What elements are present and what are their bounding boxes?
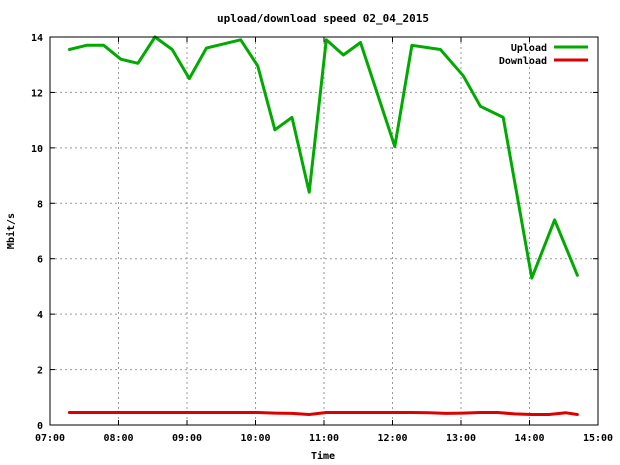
plot-frame [49,36,599,426]
y-axis-label: Mbit/s [5,213,17,249]
data-point-download [514,413,516,415]
series-line-download [67,411,579,416]
x-tick-label: 12:00 [377,433,407,444]
data-point-download [411,411,413,414]
data-point-download [274,412,276,414]
data-point-download [188,411,190,414]
data-point-download [85,411,88,414]
data-point-download [565,412,567,414]
data-point-upload [222,43,225,45]
data-point-download [257,411,259,414]
data-point-upload [342,54,344,56]
data-point-download [154,411,156,414]
data-point-upload [120,58,122,60]
legend: Upload Download [499,43,588,67]
data-point-download [240,411,242,414]
y-tick-label: 12 [31,88,43,99]
data-point-upload [291,116,293,118]
data-point-download [120,411,122,414]
data-point-upload [85,44,88,46]
data-point-download [531,413,533,416]
data-point-download [359,411,362,414]
data-point-upload [462,75,464,77]
data-point-upload [103,44,105,46]
data-point-download [137,411,139,414]
data-point-download [576,413,579,416]
data-point-upload [531,277,533,279]
data-point-download [445,412,447,414]
data-point-download [103,411,105,414]
data-point-download [205,411,207,414]
data-point-upload [188,78,190,80]
x-tick-label: 11:00 [309,433,339,444]
data-point-download [462,412,464,414]
x-tick-label: 14:00 [514,433,544,444]
tick-layer: 07:00 08:00 09:00 10:00 11:00 12:00 13:00 14:00… [31,33,613,444]
x-axis-label: Time [311,450,335,462]
y-tick-label: 0 [37,421,43,432]
data-point-upload [554,219,556,221]
data-point-upload [308,191,310,193]
data-point-download [342,411,344,414]
data-point-upload [137,62,139,64]
chart-title: upload/download speed 02_04_2015 [217,12,429,25]
data-point-upload [274,129,276,131]
y-tick-label: 4 [37,310,43,321]
data-point-download [308,413,310,416]
x-tick-label: 15:00 [583,433,613,444]
data-point-download [377,411,379,414]
legend-label-download: Download [499,56,547,67]
data-point-upload [359,41,362,44]
data-point-upload [576,274,579,276]
data-point-download [171,411,173,414]
data-point-download [222,411,225,414]
x-tick-label: 13:00 [446,433,476,444]
x-tick-label: 07:00 [35,433,65,444]
data-point-upload [205,47,207,49]
data-point-download [479,411,481,414]
data-point-upload [68,48,70,51]
legend-label-upload: Upload [511,43,547,54]
x-tick-label: 10:00 [240,433,270,444]
y-tick-label: 10 [31,144,43,155]
x-tick-label: 08:00 [103,433,133,444]
y-tick-label: 8 [37,199,43,210]
y-tick-label: 2 [37,366,43,377]
data-point-upload [502,116,504,118]
data-point-upload [479,105,481,107]
y-tick-label: 6 [37,255,43,266]
data-point-download [291,412,293,414]
data-point-upload [411,44,413,46]
data-point-download [68,411,70,414]
data-point-download [325,411,327,414]
data-point-upload [240,39,242,41]
data-point-download [496,411,499,414]
data-point-download [428,412,430,414]
data-point-upload [257,65,259,67]
series-line-upload [67,35,579,280]
data-point-download [548,413,550,416]
data-point-download [394,411,396,414]
x-tick-label: 09:00 [172,433,202,444]
data-point-upload [394,145,396,148]
grid-layer [50,37,598,425]
data-point-upload [325,39,327,41]
series-layer [67,35,579,416]
data-point-upload [439,48,441,51]
y-tick-label: 14 [31,33,43,44]
data-point-upload [171,48,173,51]
